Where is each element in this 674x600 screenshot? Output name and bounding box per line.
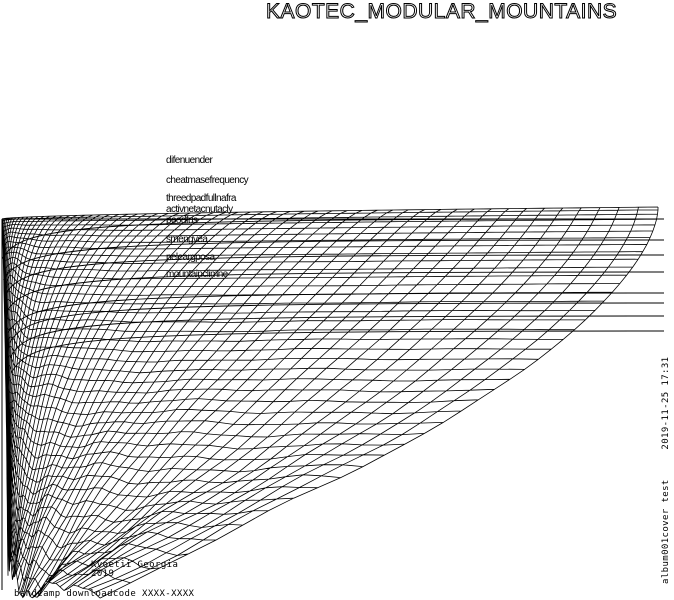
- release-year: 2019: [91, 569, 115, 579]
- side-label: album001cover test 2019-11-25 17:31: [661, 357, 671, 585]
- horizon-contour-line: [3, 239, 665, 281]
- artist-name: Kvoetii Georgia: [91, 560, 179, 570]
- horizon-contour-line: [4, 254, 665, 296]
- side-label-file: album001cover test: [661, 479, 671, 584]
- download-code: bandcamp downloadcode XXXX-XXXX: [14, 589, 195, 599]
- track-title: threedpadfullnafra: [166, 193, 236, 204]
- track-title: mountainclimne: [166, 269, 228, 280]
- track-title: peleargposa: [166, 252, 215, 263]
- track-title: activnetacnutacly: [166, 204, 233, 215]
- side-label-timestamp: 2019-11-25 17:31: [661, 356, 671, 450]
- wireframe-grid-lines: [1, 206, 659, 599]
- horizon-contour-line: [7, 292, 665, 334]
- horizon-contour-line: [12, 330, 665, 372]
- horizon-contour-line: [10, 315, 665, 357]
- horizon-contour-line: [9, 302, 665, 344]
- album-title: KAOTEC_MODULAR_MOUNTAINS: [265, 0, 618, 24]
- track-title: cheatmasefrequency: [166, 175, 249, 186]
- track-title: poodfus: [166, 215, 198, 226]
- horizon-contour-line: [6, 271, 665, 313]
- track-title: smengvea: [166, 234, 208, 245]
- track-title: difenuender: [166, 155, 213, 166]
